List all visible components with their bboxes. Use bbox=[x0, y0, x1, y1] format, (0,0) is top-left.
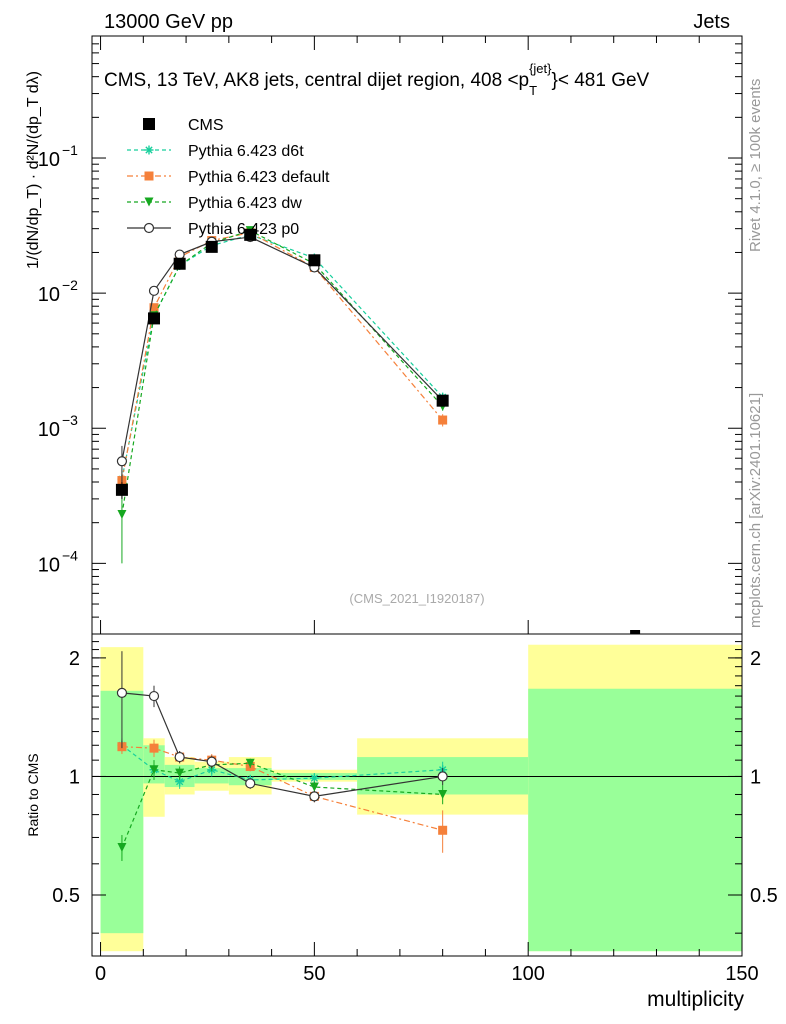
series-point-0-5 bbox=[308, 254, 321, 267]
ratio-point-1-5-d2 bbox=[310, 774, 319, 782]
ratio-point-3-6 bbox=[438, 789, 448, 799]
plot-title-sup: {jet} bbox=[529, 61, 552, 76]
ratio-point-2-1 bbox=[149, 743, 159, 753]
plot-title-end: }< 481 GeV bbox=[552, 70, 650, 91]
series-point-3-0 bbox=[117, 509, 127, 519]
series-point-0-2 bbox=[173, 257, 186, 270]
watermark: (CMS_2021_I1920187) bbox=[349, 591, 484, 606]
main-ytick-exp-0: −4 bbox=[62, 547, 78, 563]
ratio-point-4-4 bbox=[245, 778, 256, 789]
legend-marker-0 bbox=[143, 118, 155, 130]
ratio-ytick-label-1: 1 bbox=[69, 766, 80, 788]
plot-title-main: CMS, 13 TeV, AK8 jets, central dijet reg… bbox=[104, 70, 529, 91]
ratio-ytick-label-r-0: 0.5 bbox=[750, 885, 778, 907]
ratio-point-3-2 bbox=[175, 768, 185, 778]
series-line-2 bbox=[121, 232, 444, 481]
series-point-4-2 bbox=[174, 249, 185, 260]
main-plot bbox=[115, 226, 641, 634]
ratio-bands bbox=[92, 644, 742, 952]
series-point-0-6 bbox=[436, 394, 449, 407]
legend-label-0: CMS bbox=[188, 117, 224, 134]
ratio-point-1-5 bbox=[309, 773, 319, 783]
series-point-0-4 bbox=[244, 228, 257, 241]
ratio-point-3-0 bbox=[117, 843, 127, 853]
ratio-frame bbox=[91, 633, 743, 957]
x-axis-label: multiplicity bbox=[647, 988, 744, 1011]
ratio-point-3-5 bbox=[309, 782, 319, 792]
ratio-ytick-label-0: 0.5 bbox=[52, 885, 80, 907]
side-label-bottom: mcplots.cern.ch [arXiv:2401.10621] bbox=[747, 393, 764, 628]
legend-label-4: Pythia 6.423 p0 bbox=[188, 221, 299, 238]
series-line-3 bbox=[121, 230, 444, 515]
series-point-4-1 bbox=[148, 285, 160, 296]
header-left: 13000 GeV pp bbox=[104, 11, 233, 33]
series-point-2-1 bbox=[149, 303, 159, 313]
legend-label-2: Pythia 6.423 default bbox=[188, 169, 330, 186]
ratio-point-4-6 bbox=[437, 771, 448, 782]
ratio-point-1-2-d2 bbox=[176, 778, 184, 786]
ratio-point-4-5 bbox=[309, 791, 320, 802]
ratio-point-3-1 bbox=[149, 765, 159, 775]
legend-marker-2 bbox=[144, 171, 154, 181]
cms-overflow-point bbox=[630, 630, 641, 634]
legend-marker-3 bbox=[144, 197, 154, 207]
legend-label-1: Pythia 6.423 d6t bbox=[188, 143, 304, 160]
xtick-label-1: 50 bbox=[303, 963, 325, 985]
legend-marker-1-d2 bbox=[145, 146, 153, 154]
series-point-0-1 bbox=[148, 312, 161, 325]
series-line-4 bbox=[121, 236, 444, 462]
series-point-0-0 bbox=[115, 483, 128, 496]
ratio-point-4-0 bbox=[116, 687, 128, 698]
series-point-0-3 bbox=[205, 240, 218, 253]
series-point-4-0 bbox=[116, 456, 128, 467]
xtick-label-2: 100 bbox=[511, 963, 544, 985]
ratio-ytick-label-r-1: 1 bbox=[750, 766, 761, 788]
ratio-ylabel: Ratio to CMS bbox=[25, 753, 41, 836]
main-ytick-exp-2: −2 bbox=[62, 277, 78, 293]
series-point-2-6 bbox=[438, 415, 448, 425]
series-line-1 bbox=[121, 234, 444, 480]
ratio-ytick-label-r-2: 2 bbox=[750, 648, 761, 670]
xtick-label-3: 150 bbox=[725, 963, 758, 985]
main-ylabel: 1/(dN/dp_T) · d²N/(dp_T dλ) bbox=[25, 71, 42, 269]
legend: CMS Pythia 6.423 d6t Pythia 6.423 default P… bbox=[127, 117, 330, 238]
main-ytick-label-3: 10 bbox=[38, 149, 60, 171]
legend-marker-1 bbox=[144, 145, 154, 155]
ratio-point-2-6 bbox=[438, 825, 448, 835]
ratio-point-4-3 bbox=[206, 756, 217, 767]
main-ytick-exp-1: −3 bbox=[62, 412, 78, 428]
axes: 10−410−310−210 −10.5 0.51 12 20 50 100 150 bbox=[38, 35, 778, 985]
header-right: Jets bbox=[693, 11, 730, 33]
main-ytick-label-1: 10 bbox=[38, 419, 60, 441]
legend-label-3: Pythia 6.423 dw bbox=[188, 195, 302, 212]
legend-marker-4 bbox=[143, 222, 155, 234]
main-ylabel-text: 1/(dN/dp_T) · d²N/(dp_T dλ) bbox=[25, 71, 42, 269]
main-ytick-label-2: 10 bbox=[38, 284, 60, 306]
ratio-point-3-4 bbox=[245, 758, 255, 768]
plot-title: CMS, 13 TeV, AK8 jets, central dijet reg… bbox=[104, 61, 650, 98]
side-label-top: Rivet 4.1.0, ≥ 100k events bbox=[747, 79, 764, 252]
ratio-point-4-1 bbox=[148, 690, 160, 702]
ratio-ytick-label-2: 2 bbox=[69, 648, 80, 670]
ratio-point-4-2 bbox=[174, 751, 185, 763]
xtick-label-0: 0 bbox=[95, 963, 106, 985]
main-ytick-exp-3: −1 bbox=[62, 142, 78, 158]
ratio-band-inner-7 bbox=[528, 688, 742, 952]
main-ytick-label-0: 10 bbox=[38, 554, 60, 576]
plot-title-sub: T bbox=[529, 83, 537, 98]
ratio-plot bbox=[116, 651, 448, 861]
